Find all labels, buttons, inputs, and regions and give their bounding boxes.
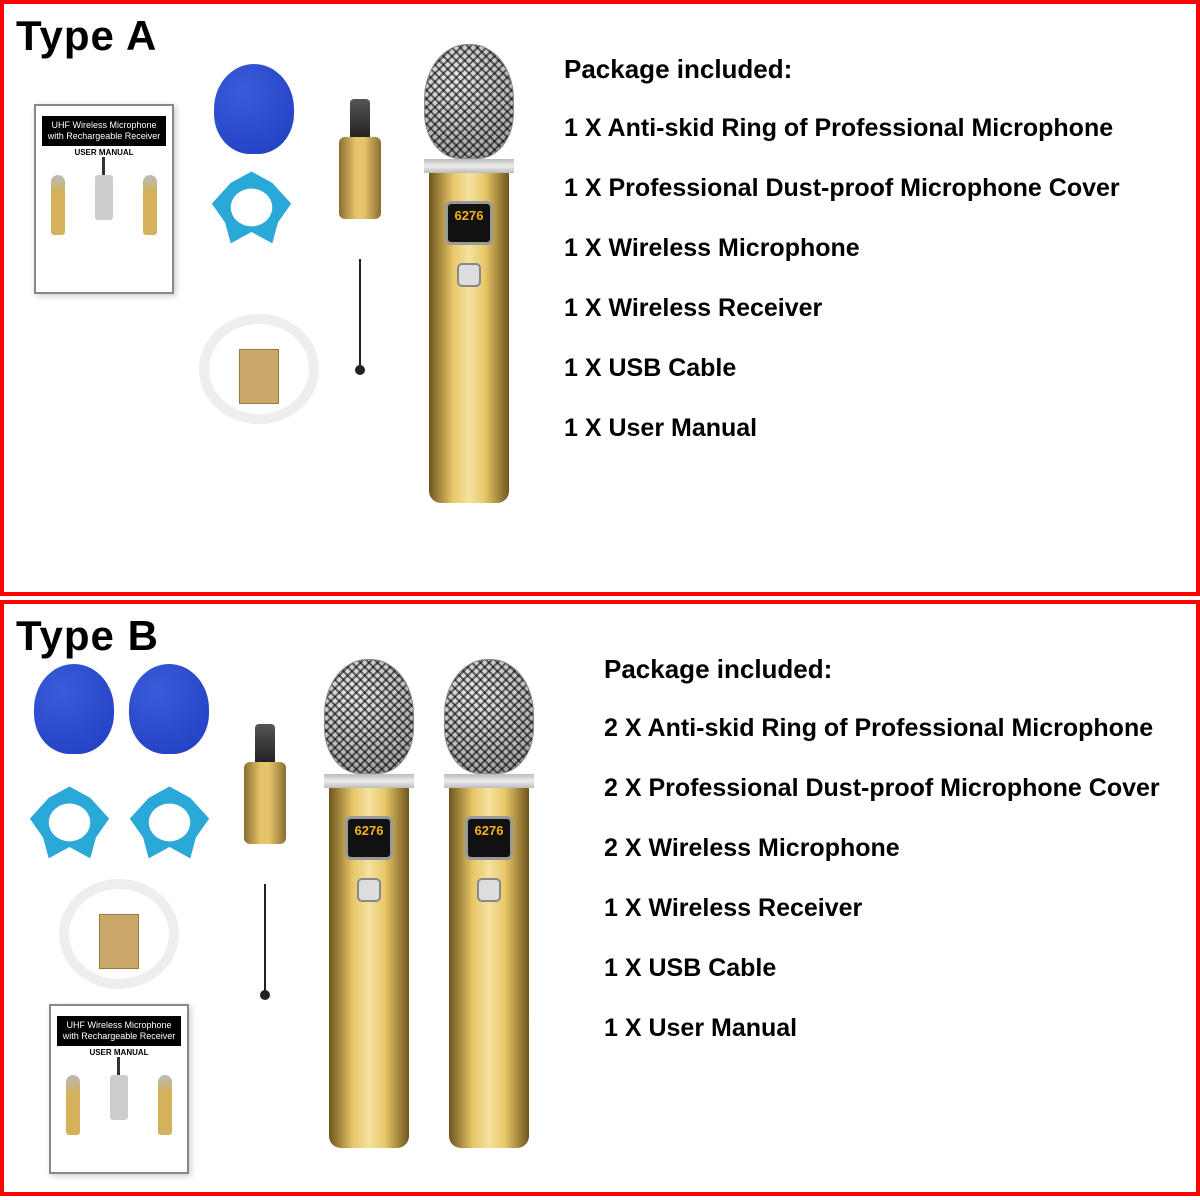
list-item: 1 X USB Cable	[564, 353, 1186, 383]
panel-a-content: Package included: 1 X Anti-skid Ring of …	[564, 4, 1196, 592]
mic-power-button-icon	[357, 878, 381, 902]
manual-line2: with Rechargeable Receiver	[63, 1031, 176, 1041]
anti-skid-ring-icon	[122, 779, 217, 864]
foam-cover-icon	[34, 664, 114, 754]
manual-line1: UHF Wireless Microphone	[51, 120, 156, 130]
wireless-receiver-icon	[244, 724, 286, 864]
manual-line1: UHF Wireless Microphone	[66, 1020, 171, 1030]
mini-mic-icon	[66, 1075, 80, 1135]
mic-display: 6276	[345, 816, 393, 860]
manual-mini-icons	[36, 175, 172, 235]
manual-line3: USER MANUAL	[36, 148, 172, 157]
microphone-icon: 6276	[424, 44, 514, 503]
user-manual-icon: UHF Wireless Microphone with Rechargeabl…	[49, 1004, 189, 1174]
mic-power-button-icon	[457, 263, 481, 287]
microphone-icon: 6276	[444, 659, 534, 1148]
panel-b-heading: Package included:	[604, 654, 1186, 685]
user-manual-icon: UHF Wireless Microphone with Rechargeabl…	[34, 104, 174, 294]
mic-power-button-icon	[477, 878, 501, 902]
manual-text: UHF Wireless Microphone with Rechargeabl…	[57, 1016, 181, 1046]
panel-a-heading: Package included:	[564, 54, 1186, 85]
anti-skid-ring-icon	[204, 164, 299, 249]
mini-mic-icon	[158, 1075, 172, 1135]
mini-mic-icon	[143, 175, 157, 235]
mini-mic-icon	[51, 175, 65, 235]
panel-b-content: Package included: 2 X Anti-skid Ring of …	[604, 604, 1196, 1192]
list-item: 2 X Wireless Microphone	[604, 833, 1186, 863]
manual-line2: with Rechargeable Receiver	[48, 131, 161, 141]
mic-display: 6276	[465, 816, 513, 860]
list-item: 2 X Anti-skid Ring of Professional Micro…	[604, 713, 1186, 743]
list-item: 1 X USB Cable	[604, 953, 1186, 983]
list-item: 1 X Anti-skid Ring of Professional Micro…	[564, 113, 1186, 143]
list-item: 1 X Wireless Microphone	[564, 233, 1186, 263]
list-item: 1 X User Manual	[564, 413, 1186, 443]
manual-text: UHF Wireless Microphone with Rechargeabl…	[42, 116, 166, 146]
wireless-receiver-icon	[339, 99, 381, 239]
list-item: 1 X Wireless Receiver	[564, 293, 1186, 323]
foam-cover-icon	[214, 64, 294, 154]
panel-a-images: UHF Wireless Microphone with Rechargeabl…	[4, 4, 564, 592]
list-item: 1 X Wireless Receiver	[604, 893, 1186, 923]
manual-line3: USER MANUAL	[51, 1048, 187, 1057]
list-item: 1 X Professional Dust-proof Microphone C…	[564, 173, 1186, 203]
mini-receiver-icon	[95, 175, 113, 220]
usb-cable-icon	[49, 879, 189, 999]
foam-cover-icon	[129, 664, 209, 754]
mic-display: 6276	[445, 201, 493, 245]
mini-receiver-icon	[110, 1075, 128, 1120]
usb-cable-icon	[189, 314, 329, 434]
microphone-icon: 6276	[324, 659, 414, 1148]
panel-type-b: Type B UHF Wireless Microphone with Rech…	[0, 600, 1200, 1196]
anti-skid-ring-icon	[22, 779, 117, 864]
list-item: 2 X Professional Dust-proof Microphone C…	[604, 773, 1186, 803]
list-item: 1 X User Manual	[604, 1013, 1186, 1043]
panel-b-images: UHF Wireless Microphone with Rechargeabl…	[4, 604, 604, 1192]
panel-type-a: Type A UHF Wireless Microphone with Rech…	[0, 0, 1200, 596]
manual-mini-icons	[51, 1075, 187, 1135]
